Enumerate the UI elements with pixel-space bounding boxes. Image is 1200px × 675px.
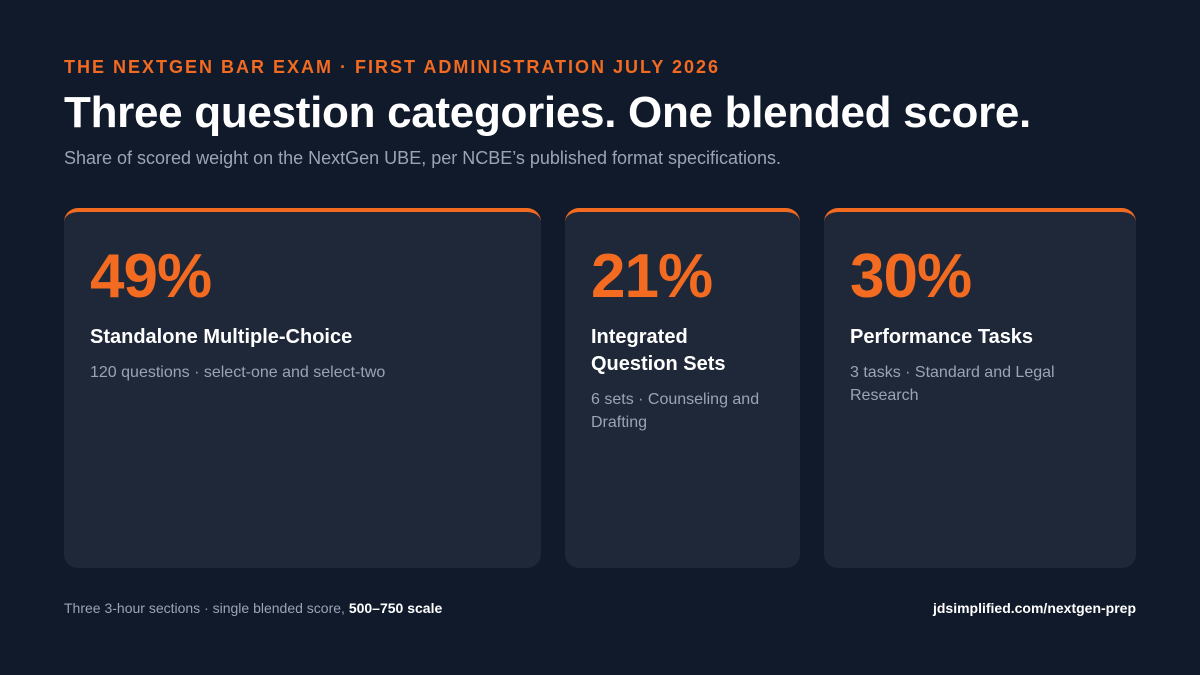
card-row: 49% Standalone Multiple-Choice 120 quest… — [64, 208, 1136, 568]
percent: 21% — [591, 242, 713, 311]
card-title: Integrated Question Sets — [591, 326, 726, 375]
card: 30% Performance Tasks 3 tasks · Standard… — [824, 208, 1136, 568]
card-title: Standalone Multiple-Choice — [90, 326, 353, 348]
card-detail: 6 sets · Counseling and Drafting — [591, 391, 760, 431]
card: 49% Standalone Multiple-Choice 120 quest… — [64, 208, 541, 568]
footer-note: Three 3-hour sections · single blended s… — [64, 600, 442, 616]
title: Three question categories. One blended s… — [64, 88, 1031, 137]
card-detail: 120 questions · select-one and select-tw… — [90, 364, 386, 381]
percent: 49% — [90, 242, 212, 311]
card: 21% Integrated Question Sets 6 sets · Co… — [565, 208, 800, 568]
footer-text: Three 3-hour sections · single blended s… — [64, 600, 349, 616]
subtitle: Share of scored weight on the NextGen UB… — [64, 148, 782, 168]
card-title: Performance Tasks — [850, 326, 1034, 348]
eyebrow: THE NEXTGEN BAR EXAM · FIRST ADMINISTRAT… — [64, 57, 721, 77]
percent: 30% — [850, 242, 972, 311]
footer-emphasis: 500–750 scale — [348, 600, 443, 616]
footer-link[interactable]: jdsimplified.com/nextgen-prep — [932, 600, 1136, 616]
card-detail: 3 tasks · Standard and Legal Research — [850, 364, 1055, 404]
